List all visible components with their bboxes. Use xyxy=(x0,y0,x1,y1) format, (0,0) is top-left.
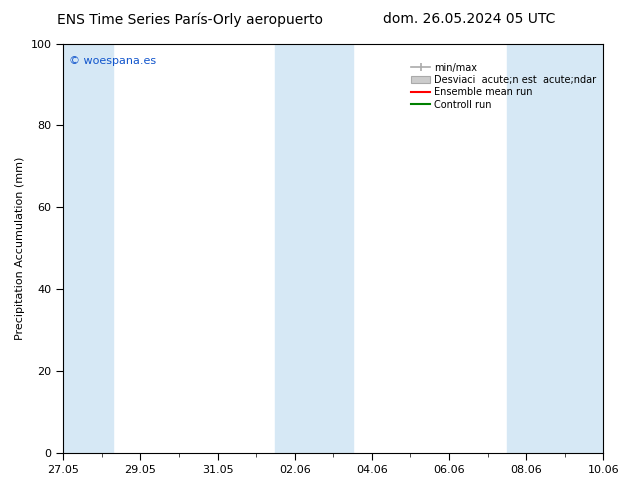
Bar xyxy=(63,44,113,453)
Bar xyxy=(507,44,603,453)
Bar xyxy=(275,44,353,453)
Text: dom. 26.05.2024 05 UTC: dom. 26.05.2024 05 UTC xyxy=(383,12,555,26)
Text: ENS Time Series París-Orly aeropuerto: ENS Time Series París-Orly aeropuerto xyxy=(57,12,323,27)
Text: © woespana.es: © woespana.es xyxy=(68,56,156,66)
Y-axis label: Precipitation Accumulation (mm): Precipitation Accumulation (mm) xyxy=(15,157,25,340)
Legend: min/max, Desviaci  acute;n est  acute;ndar, Ensemble mean run, Controll run: min/max, Desviaci acute;n est acute;ndar… xyxy=(409,61,598,112)
